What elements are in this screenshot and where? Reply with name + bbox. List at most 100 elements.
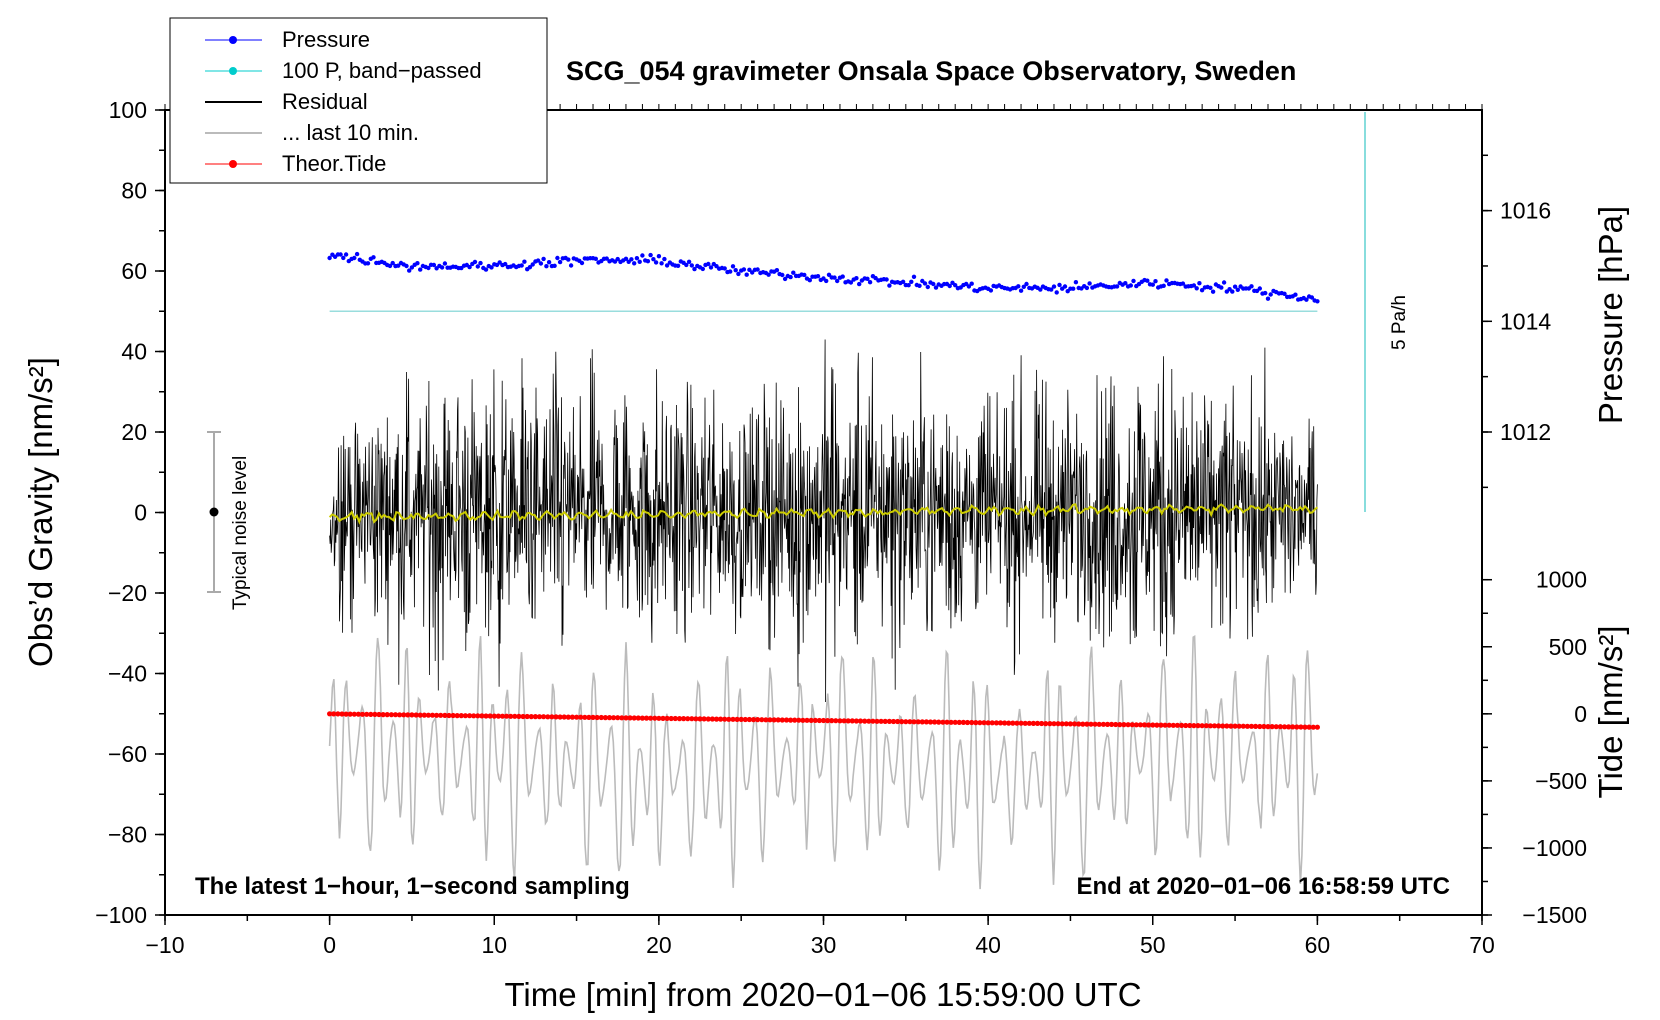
tide-point xyxy=(993,720,1000,726)
tide-point xyxy=(944,719,950,725)
tide-point xyxy=(1207,723,1213,729)
y-tick-label: 60 xyxy=(121,258,147,284)
tide-point xyxy=(841,718,847,724)
tide-point xyxy=(471,713,477,719)
legend-marker xyxy=(229,67,237,75)
pressure-point xyxy=(1249,284,1254,289)
pressure-point xyxy=(755,267,760,272)
tide-point xyxy=(1290,724,1296,730)
tide-point xyxy=(919,719,925,725)
pressure-point xyxy=(1131,278,1136,284)
pressure-point xyxy=(579,260,585,266)
tide-point xyxy=(775,717,781,723)
tide-point xyxy=(1076,721,1082,727)
tide-point xyxy=(1100,721,1106,727)
y-tick-label: −60 xyxy=(108,741,147,767)
x-tick-label: 0 xyxy=(323,932,336,958)
pressure-point xyxy=(736,271,741,277)
x-tick-label: 50 xyxy=(1140,932,1166,958)
tide-point xyxy=(631,715,637,721)
pressure-point xyxy=(527,265,533,270)
tide-point xyxy=(1195,723,1201,729)
tide-point xyxy=(713,716,720,722)
pressure-point xyxy=(541,256,546,262)
tide-point xyxy=(820,717,827,724)
tide-point xyxy=(689,716,695,722)
pressure-point xyxy=(966,284,972,289)
tide-point xyxy=(1113,721,1119,728)
tide-point xyxy=(611,715,617,721)
tide-point xyxy=(1030,720,1036,727)
pressure-point xyxy=(415,261,420,266)
tide-point xyxy=(1314,724,1320,730)
pressure-point xyxy=(1210,289,1216,294)
tide-point xyxy=(536,714,543,720)
tide-point xyxy=(1253,723,1259,730)
pressure-point xyxy=(343,252,349,257)
tide-point xyxy=(1088,721,1094,727)
tide-point xyxy=(1051,721,1057,727)
tide-point xyxy=(627,715,633,721)
pressure-point xyxy=(1071,286,1076,291)
pressure-point xyxy=(1016,284,1021,289)
pressure-point xyxy=(988,288,994,293)
tide-point xyxy=(664,715,670,722)
tide-point xyxy=(1150,722,1156,728)
pressure-point xyxy=(442,261,448,266)
tide-point xyxy=(1248,723,1255,729)
pressure-point xyxy=(854,276,859,281)
pressure-point xyxy=(1304,297,1309,302)
tide-point xyxy=(1183,722,1189,729)
pressure-point xyxy=(867,280,873,285)
y-tick-label: −20 xyxy=(108,580,147,606)
pressure-point xyxy=(747,267,752,272)
pressure-point xyxy=(557,259,563,265)
pressure-point xyxy=(632,261,637,266)
tide-point xyxy=(454,713,460,719)
tide-point xyxy=(339,711,345,717)
tide-point xyxy=(1261,723,1267,730)
legend-label: Residual xyxy=(282,89,368,114)
pressure-tick-label: 1012 xyxy=(1500,419,1551,445)
tide-point xyxy=(1240,723,1246,729)
tide-point xyxy=(874,718,880,724)
x-axis: −10 0 10 20 30 40 50 60 70 xyxy=(145,915,1495,958)
tide-point xyxy=(800,717,806,723)
pressure-point xyxy=(782,276,788,282)
tide-point xyxy=(759,717,765,723)
y-tick-label: 0 xyxy=(134,500,147,526)
x-tick-label: 60 xyxy=(1305,932,1331,958)
tide-point xyxy=(1034,720,1041,727)
pressure-point xyxy=(728,269,733,274)
tide-tick-label: −1000 xyxy=(1522,835,1587,861)
pressure-point xyxy=(568,263,574,268)
pressure-point xyxy=(884,277,889,282)
tide-point xyxy=(565,714,571,720)
pressure-point xyxy=(1230,289,1235,294)
tide-point xyxy=(907,719,913,725)
tide-point xyxy=(504,713,510,719)
tide-point xyxy=(895,718,901,725)
pressure-point xyxy=(535,258,541,263)
pressure-point xyxy=(472,259,478,265)
tide-point xyxy=(327,711,333,717)
tide-point xyxy=(734,716,740,723)
tide-tick-label: 1000 xyxy=(1536,567,1587,593)
tide-point xyxy=(1232,723,1238,729)
tide-point xyxy=(1281,724,1288,730)
pressure-point xyxy=(1268,292,1273,297)
tide-point xyxy=(331,711,337,717)
tide-point xyxy=(816,717,823,724)
tide-point xyxy=(973,720,979,726)
pressure-point xyxy=(365,261,371,266)
tide-point xyxy=(927,719,934,725)
tide-point xyxy=(598,714,604,721)
tide-point xyxy=(425,712,431,718)
pressure-point xyxy=(780,272,785,278)
y-tick-label: −100 xyxy=(95,902,147,928)
pressure-point xyxy=(730,264,736,269)
y-tick-label: 80 xyxy=(121,178,147,204)
pressure-point xyxy=(824,278,829,284)
tide-point xyxy=(388,712,394,718)
tide-point xyxy=(705,716,711,722)
